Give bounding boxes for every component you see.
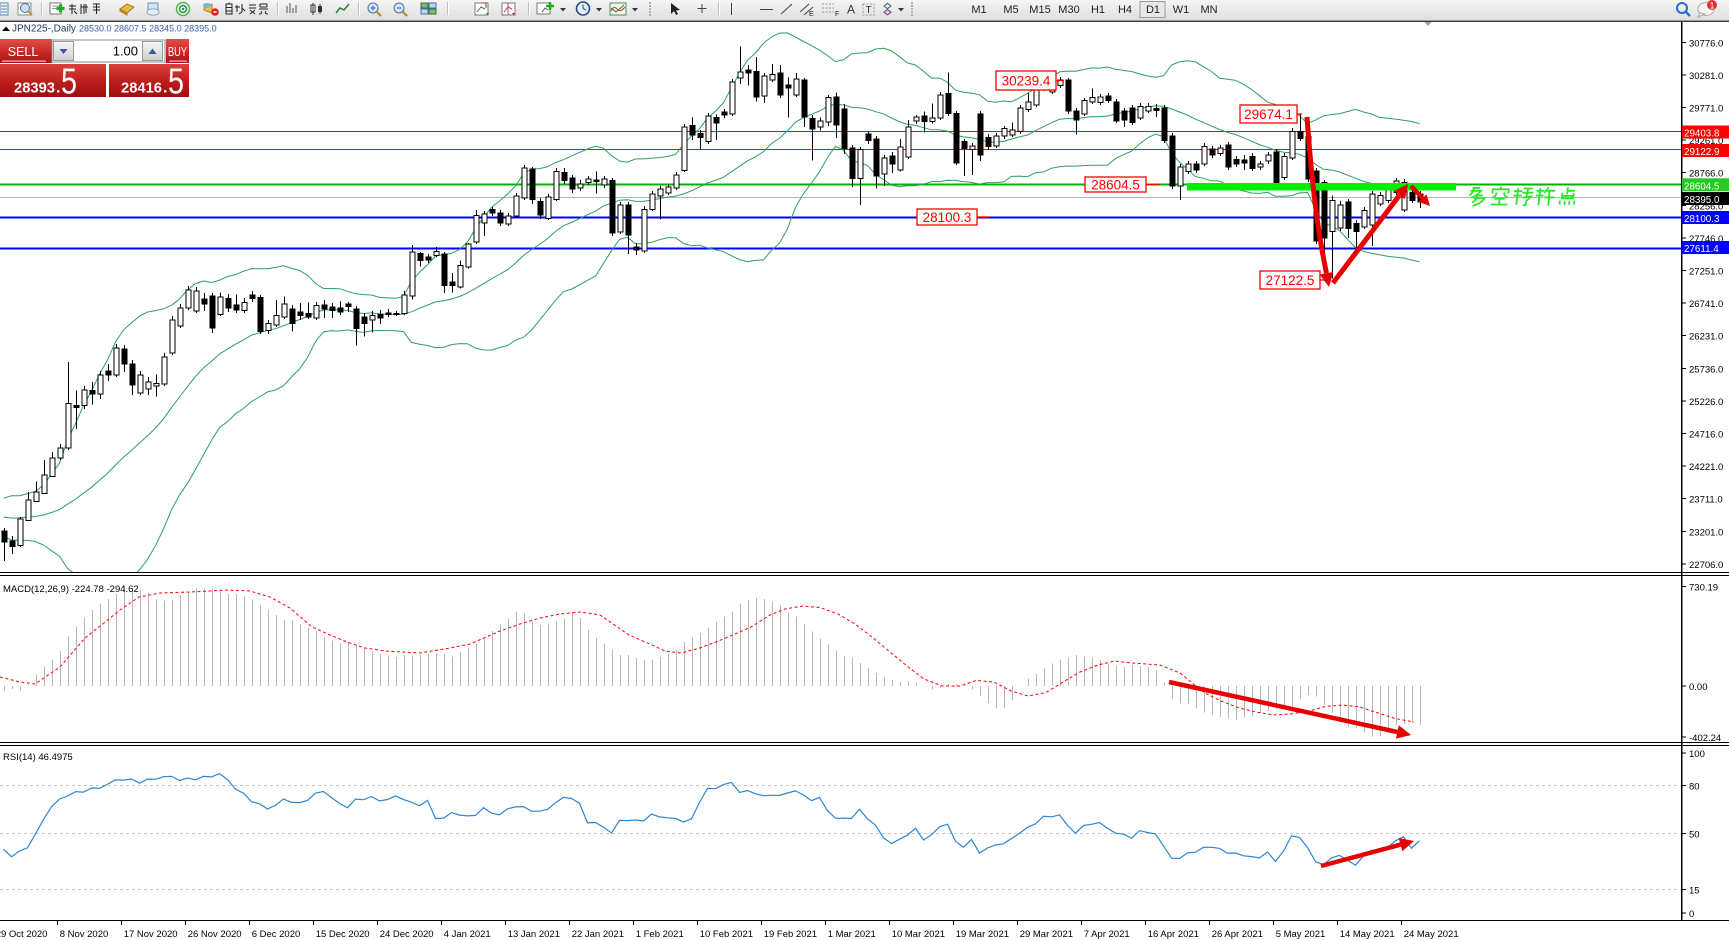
svg-text:-402.24: -402.24 [1689,733,1721,744]
svg-text:30281.0: 30281.0 [1689,71,1723,82]
svg-text:28530.0 28607.5 28345.0 28395.: 28530.0 28607.5 28345.0 28395.0 [79,24,217,34]
svg-text:T: T [866,5,872,16]
svg-text:M30: M30 [1058,4,1079,16]
svg-text:30239.4: 30239.4 [1002,74,1051,89]
svg-text:25736.0: 25736.0 [1689,364,1723,375]
svg-text:19 Mar 2021: 19 Mar 2021 [956,929,1009,940]
svg-text:14 May 2021: 14 May 2021 [1340,929,1395,940]
svg-text:1: 1 [1709,1,1714,11]
svg-text:19 Feb 2021: 19 Feb 2021 [764,929,817,940]
svg-text:100: 100 [1689,749,1705,760]
svg-text:13 Jan 2021: 13 Jan 2021 [508,929,560,940]
svg-text:8 Nov 2020: 8 Nov 2020 [60,929,109,940]
svg-text:4 Jan 2021: 4 Jan 2021 [444,929,491,940]
svg-text:28395.0: 28395.0 [1684,195,1720,206]
svg-text:29 Oct 2020: 29 Oct 2020 [0,929,47,940]
svg-text:.: . [56,80,60,97]
svg-text:80: 80 [1689,782,1700,793]
svg-text:JPN225-,Daily: JPN225-,Daily [12,24,76,35]
svg-text:29674.1: 29674.1 [1244,107,1293,122]
svg-text:16 Apr 2021: 16 Apr 2021 [1148,929,1199,940]
svg-text:15: 15 [1689,886,1700,897]
svg-text:5: 5 [168,61,184,102]
svg-text:28393: 28393 [14,81,55,97]
svg-text:24 Dec 2020: 24 Dec 2020 [380,929,434,940]
svg-text:28416: 28416 [121,81,162,97]
svg-text:26231.0: 26231.0 [1689,332,1723,343]
svg-text:0: 0 [1689,909,1694,920]
svg-text:24 May 2021: 24 May 2021 [1404,929,1459,940]
svg-text:27251.0: 27251.0 [1689,267,1723,278]
svg-text:27611.4: 27611.4 [1684,244,1719,255]
svg-text:28604.5: 28604.5 [1684,181,1720,192]
svg-text:SELL: SELL [8,45,39,59]
svg-text:M1: M1 [971,4,986,16]
svg-text:27746.0: 27746.0 [1689,234,1723,245]
svg-text:1 Mar 2021: 1 Mar 2021 [828,929,876,940]
svg-text:29 Mar 2021: 29 Mar 2021 [1020,929,1073,940]
svg-text:5: 5 [61,61,77,102]
svg-text:26 Nov 2020: 26 Nov 2020 [188,929,242,940]
svg-text:M5: M5 [1003,4,1018,16]
svg-text:BUY: BUY [168,45,187,59]
svg-text:730.19: 730.19 [1689,583,1718,594]
svg-text:29403.8: 29403.8 [1684,129,1720,140]
svg-text:30776.0: 30776.0 [1689,38,1723,49]
svg-text:A: A [847,3,855,17]
svg-text:F: F [835,11,839,18]
svg-text:H1: H1 [1091,4,1105,16]
svg-text:1.00: 1.00 [113,44,138,59]
svg-text:28766.0: 28766.0 [1689,169,1723,180]
svg-text:15 Dec 2020: 15 Dec 2020 [316,929,370,940]
svg-text:26 Apr 2021: 26 Apr 2021 [1212,929,1263,940]
svg-text:MACD(12,26,9) -224.78 -294.62: MACD(12,26,9) -224.78 -294.62 [3,584,139,595]
svg-text:RSI(14) 46.4975: RSI(14) 46.4975 [3,752,73,763]
svg-text:23711.0: 23711.0 [1689,495,1723,506]
svg-text:10 Feb 2021: 10 Feb 2021 [700,929,753,940]
svg-text:6 Dec 2020: 6 Dec 2020 [252,929,301,940]
svg-text:17 Nov 2020: 17 Nov 2020 [124,929,178,940]
svg-text:H4: H4 [1118,4,1132,16]
svg-text:22706.0: 22706.0 [1689,560,1723,571]
svg-text:25226.0: 25226.0 [1689,397,1723,408]
svg-text:1 Feb 2021: 1 Feb 2021 [636,929,684,940]
svg-text:50: 50 [1689,830,1700,841]
svg-text:5 May 2021: 5 May 2021 [1276,929,1326,940]
svg-text:.: . [163,80,167,97]
svg-text:M15: M15 [1029,4,1050,16]
svg-text:28100.3: 28100.3 [1684,214,1720,225]
svg-text:MN: MN [1200,4,1217,16]
svg-text:22 Jan 2021: 22 Jan 2021 [572,929,624,940]
svg-text:26741.0: 26741.0 [1689,299,1723,310]
svg-text:23201.0: 23201.0 [1689,527,1723,538]
svg-text:E: E [809,11,814,18]
svg-text:D1: D1 [1146,4,1160,16]
svg-text:24221.0: 24221.0 [1689,462,1723,473]
svg-text:29261.0: 29261.0 [1689,136,1723,147]
svg-text:28100.3: 28100.3 [923,210,972,225]
svg-text:27122.5: 27122.5 [1266,273,1315,288]
svg-text:29771.0: 29771.0 [1689,104,1723,115]
svg-text:7 Apr 2021: 7 Apr 2021 [1084,929,1130,940]
svg-text:W1: W1 [1173,4,1190,16]
svg-text:28604.5: 28604.5 [1091,178,1140,193]
svg-text:0.00: 0.00 [1689,682,1708,693]
svg-text:29122.9: 29122.9 [1684,147,1719,158]
svg-text:24716.0: 24716.0 [1689,430,1723,441]
svg-text:28256.0: 28256.0 [1689,201,1723,212]
svg-text:10 Mar 2021: 10 Mar 2021 [892,929,945,940]
